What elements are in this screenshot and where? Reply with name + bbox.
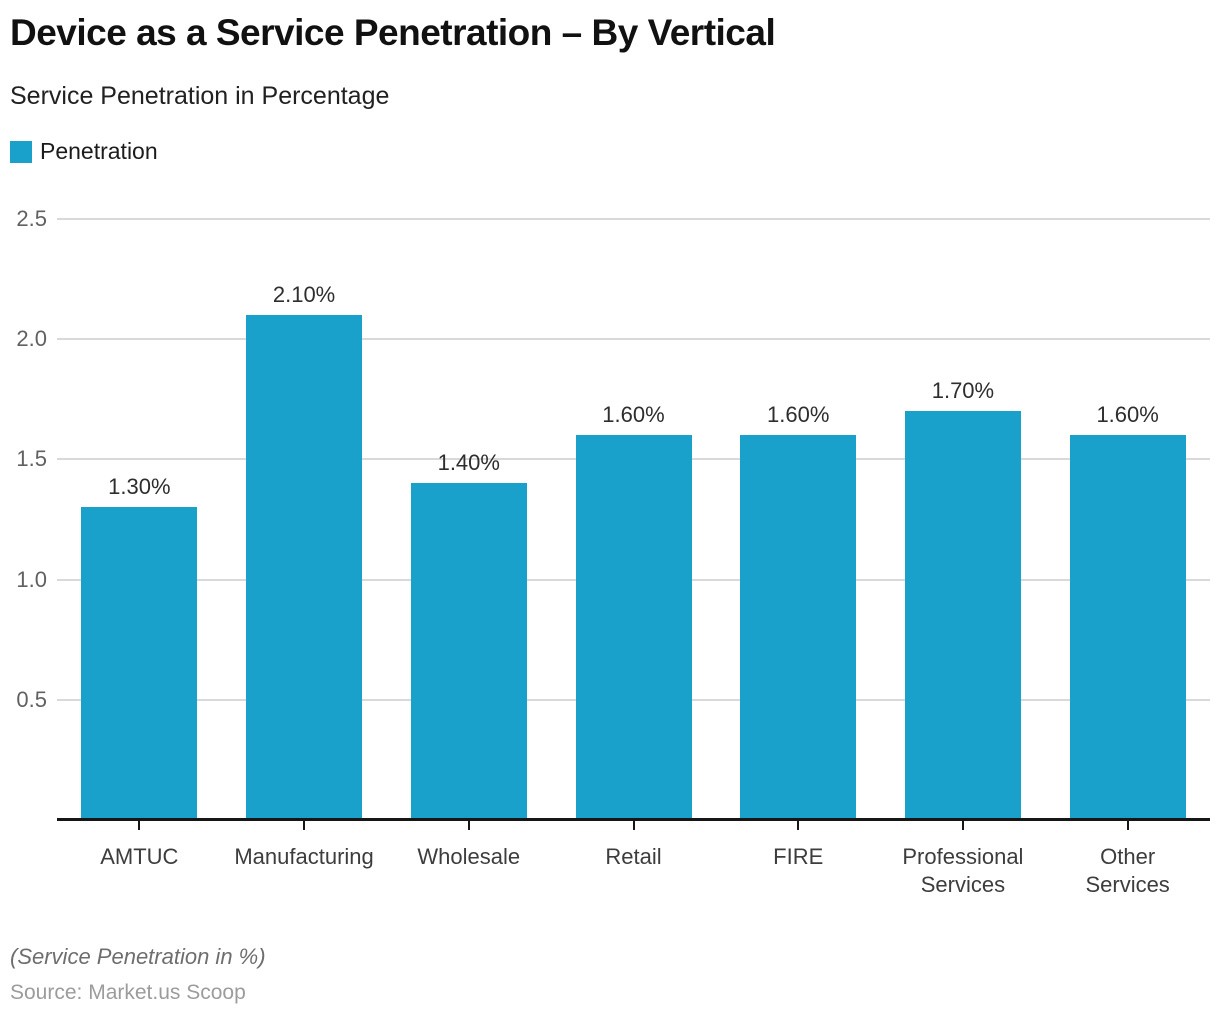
bar-value-label: 1.40% [437, 450, 500, 476]
bar [1069, 435, 1186, 820]
y-tick-label: 2.5 [16, 206, 47, 231]
x-tick-label-line: Services [1085, 872, 1170, 897]
bar-value-label: 1.70% [931, 378, 995, 404]
x-tick-label-line: Other [1100, 844, 1156, 869]
x-tick-label: Wholesale [379, 843, 559, 871]
x-tick-label-line: Manufacturing [234, 844, 374, 869]
chart-title: Device as a Service Penetration – By Ver… [10, 12, 776, 53]
x-axis-tick [797, 821, 800, 830]
x-tick-label-line: Wholesale [417, 844, 521, 869]
x-axis-tick [1126, 821, 1129, 830]
x-axis-tick [467, 821, 470, 830]
legend-label: Penetration [40, 138, 158, 164]
x-axis-tick [961, 821, 964, 830]
footnote: (Service Penetration in %) [10, 944, 266, 969]
y-tick-label: 1.0 [16, 566, 47, 592]
chart-subtitle: Service Penetration in Percentage [10, 82, 390, 110]
bar [904, 411, 1021, 820]
y-tick-label: 2.0 [16, 326, 47, 352]
gridline [57, 338, 1210, 341]
x-axis-tick [138, 821, 141, 830]
bar [246, 315, 363, 820]
x-tick-label: Other Services [1038, 843, 1218, 899]
bar-value-label: 1.60% [767, 402, 830, 428]
x-tick-label-line: Services [920, 872, 1006, 897]
x-axis-tick [303, 821, 306, 830]
bar-value-label: 1.60% [602, 402, 665, 428]
bar-value-label: 1.30% [108, 474, 171, 500]
x-tick-label: Professional Services [873, 843, 1053, 899]
x-tick-label: Manufacturing [214, 843, 394, 871]
x-tick-label-line: FIRE [773, 844, 824, 869]
x-tick-label: AMTUC [49, 843, 229, 871]
bar-value-label: 2.10% [272, 282, 336, 308]
x-tick-label: FIRE [708, 843, 888, 871]
legend: Penetration [10, 138, 158, 165]
y-tick-label: 0.5 [16, 686, 47, 712]
x-tick-label-line: AMTUC [100, 844, 179, 869]
y-tick-label: 1.5 [16, 446, 47, 472]
x-tick-label-line: Retail [605, 844, 662, 869]
x-axis-tick [632, 821, 635, 830]
bar [410, 483, 527, 820]
source-credit: Source: Market.us Scoop [10, 981, 246, 1004]
legend-swatch-icon [10, 140, 32, 163]
gridline [57, 218, 1210, 220]
x-tick-label: Retail [544, 843, 724, 871]
bar [575, 435, 692, 820]
bar-value-label: 1.60% [1096, 402, 1159, 428]
x-axis-line [57, 818, 1210, 821]
bar [740, 435, 857, 820]
x-tick-label-line: Professional [902, 844, 1024, 869]
bar [81, 507, 198, 820]
